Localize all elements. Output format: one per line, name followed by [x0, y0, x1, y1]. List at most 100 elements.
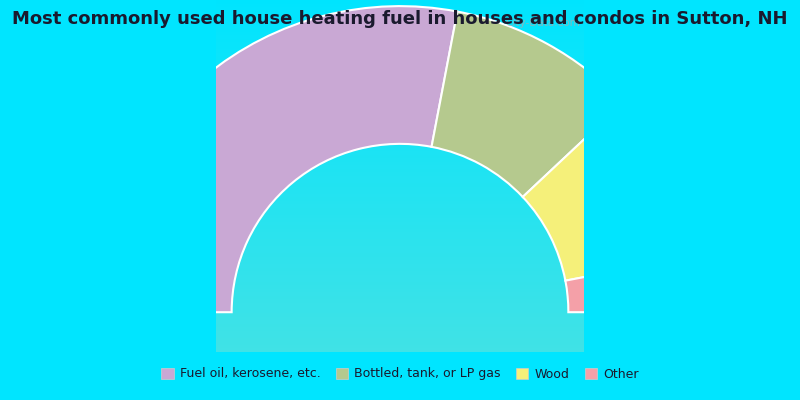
- Bar: [216, 176, 584, 180]
- Bar: [216, 194, 584, 197]
- Bar: [216, 260, 584, 264]
- Bar: [216, 222, 584, 225]
- Bar: [216, 106, 584, 109]
- Bar: [216, 14, 584, 18]
- Bar: [216, 98, 584, 102]
- Bar: [216, 10, 584, 14]
- Text: City-Data.com: City-Data.com: [506, 18, 580, 28]
- Bar: [216, 246, 584, 250]
- Bar: [216, 92, 584, 95]
- Bar: [216, 229, 584, 232]
- Bar: [216, 7, 584, 10]
- Bar: [216, 4, 584, 7]
- Bar: [216, 197, 584, 201]
- Wedge shape: [566, 255, 706, 312]
- Bar: [216, 56, 584, 60]
- Bar: [216, 158, 584, 162]
- Bar: [216, 109, 584, 113]
- Bar: [216, 204, 584, 208]
- Bar: [216, 306, 584, 310]
- Bar: [216, 155, 584, 158]
- Bar: [216, 186, 584, 190]
- Bar: [216, 21, 584, 25]
- Bar: [216, 327, 584, 331]
- Bar: [216, 166, 584, 169]
- Bar: [216, 208, 584, 211]
- Bar: [216, 95, 584, 98]
- Bar: [216, 348, 584, 352]
- Bar: [216, 296, 584, 299]
- Bar: [216, 169, 584, 172]
- Bar: [216, 239, 584, 243]
- Bar: [216, 32, 584, 35]
- Bar: [216, 0, 584, 4]
- Wedge shape: [94, 6, 458, 312]
- Bar: [216, 201, 584, 204]
- Bar: [216, 49, 584, 53]
- Bar: [216, 70, 584, 74]
- Bar: [216, 236, 584, 239]
- Bar: [216, 257, 584, 260]
- Bar: [216, 78, 584, 81]
- Bar: [216, 338, 584, 342]
- Bar: [216, 18, 584, 21]
- Bar: [216, 151, 584, 155]
- Bar: [216, 243, 584, 246]
- Bar: [216, 183, 584, 186]
- Bar: [216, 271, 584, 274]
- Bar: [216, 190, 584, 194]
- Bar: [216, 232, 584, 236]
- Bar: [216, 113, 584, 116]
- Bar: [216, 148, 584, 151]
- Bar: [216, 28, 584, 32]
- Bar: [216, 310, 584, 313]
- Wedge shape: [431, 12, 623, 197]
- Bar: [216, 264, 584, 268]
- Bar: [216, 268, 584, 271]
- Bar: [216, 285, 584, 289]
- Text: Most commonly used house heating fuel in houses and condos in Sutton, NH: Most commonly used house heating fuel in…: [12, 10, 788, 28]
- Bar: [216, 180, 584, 183]
- Bar: [216, 254, 584, 257]
- Bar: [216, 120, 584, 123]
- Bar: [216, 127, 584, 130]
- Bar: [216, 313, 584, 317]
- Bar: [216, 172, 584, 176]
- Bar: [216, 74, 584, 78]
- Bar: [216, 46, 584, 49]
- Bar: [216, 88, 584, 92]
- Bar: [216, 218, 584, 222]
- Bar: [216, 63, 584, 67]
- Bar: [216, 334, 584, 338]
- Bar: [216, 250, 584, 254]
- Bar: [216, 289, 584, 292]
- Bar: [216, 84, 584, 88]
- Bar: [216, 35, 584, 39]
- Bar: [216, 225, 584, 229]
- Bar: [216, 342, 584, 345]
- Bar: [216, 134, 584, 137]
- Legend: Fuel oil, kerosene, etc., Bottled, tank, or LP gas, Wood, Other: Fuel oil, kerosene, etc., Bottled, tank,…: [156, 362, 644, 386]
- Bar: [216, 345, 584, 348]
- Wedge shape: [522, 103, 701, 281]
- Bar: [216, 141, 584, 144]
- Bar: [216, 116, 584, 120]
- Bar: [216, 324, 584, 327]
- Bar: [216, 211, 584, 215]
- Bar: [216, 331, 584, 334]
- Bar: [216, 317, 584, 320]
- Bar: [216, 282, 584, 285]
- Bar: [216, 162, 584, 166]
- Bar: [216, 42, 584, 46]
- Bar: [216, 67, 584, 70]
- Bar: [216, 215, 584, 218]
- Bar: [216, 60, 584, 63]
- Bar: [216, 303, 584, 306]
- Bar: [216, 39, 584, 42]
- Bar: [216, 274, 584, 278]
- Bar: [216, 144, 584, 148]
- Bar: [216, 53, 584, 56]
- Bar: [216, 130, 584, 134]
- Bar: [216, 123, 584, 127]
- Bar: [216, 292, 584, 296]
